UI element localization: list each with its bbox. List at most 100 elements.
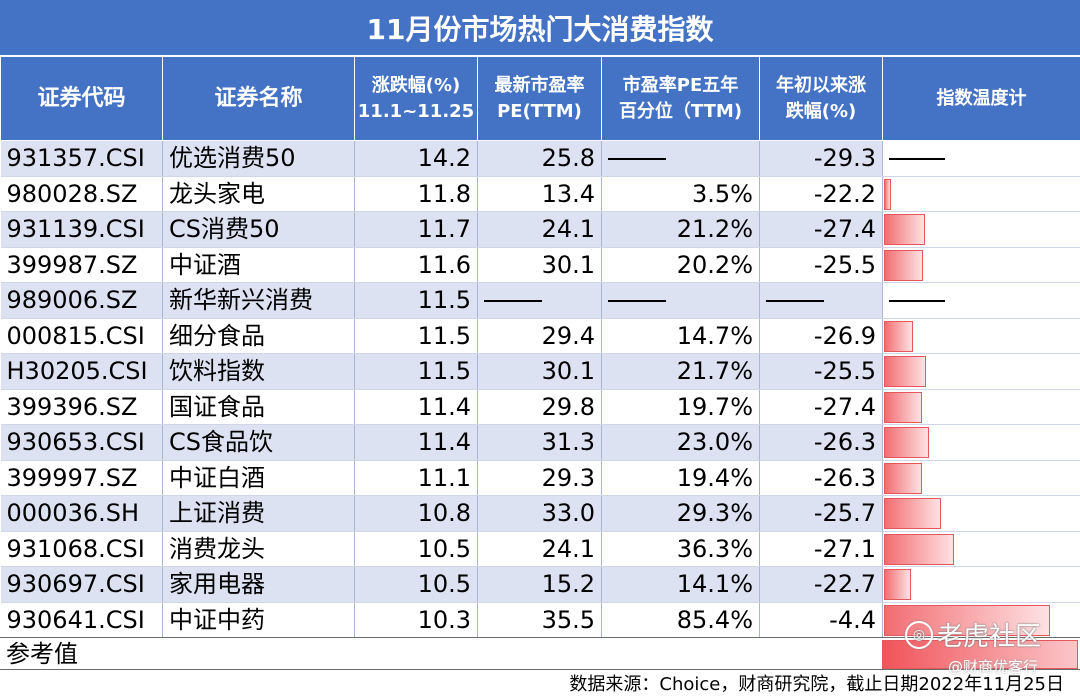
cell-ytd: -26.9 <box>759 318 883 354</box>
cell-ytd: -25.5 <box>759 353 883 390</box>
header-pe-percentile: 市盈率PE五年 百分位（TTM) <box>601 56 760 141</box>
cell-ytd: -22.7 <box>759 566 883 603</box>
dash-mark <box>484 300 542 303</box>
header-ytd-line2: 跌幅(%) <box>785 100 857 122</box>
cell-ytd: -25.7 <box>759 495 883 532</box>
temperature-bar <box>884 391 922 423</box>
temperature-bar <box>884 533 954 565</box>
cell-ytd: -26.3 <box>759 460 883 496</box>
header-change-line1: 涨跌幅(%) <box>371 74 461 96</box>
cell-pe: 24.1 <box>477 531 602 567</box>
reference-label: 参考值 <box>6 640 78 668</box>
header-pe-line1: 最新市盈率 <box>494 74 585 96</box>
table-row: 399997.SZ 中证白酒 11.1 29.3 19.4% -26.3 <box>0 460 1080 496</box>
cell-temperature <box>882 602 1080 638</box>
cell-temperature <box>882 424 1080 461</box>
page-title: 11月份市场热门大消费指数 <box>0 0 1080 56</box>
cell-code: 399396.SZ <box>0 389 163 425</box>
table-row: 930697.CSI 家用电器 10.5 15.2 14.1% -22.7 <box>0 566 1080 603</box>
temperature-bar <box>884 498 941 529</box>
cell-temperature <box>882 495 1080 532</box>
cell-change: 11.5 <box>354 353 478 390</box>
cell-pe-percentile: 20.2% <box>601 247 760 283</box>
cell-name: 饮料指数 <box>162 353 355 390</box>
cell-ytd: -26.3 <box>759 424 883 461</box>
cell-temperature <box>882 389 1080 425</box>
cell-temperature <box>882 140 1080 177</box>
header-temperature: 指数温度计 <box>882 56 1080 141</box>
cell-name: 优选消费50 <box>162 140 355 177</box>
temperature-dash <box>889 300 945 302</box>
cell-code: 931068.CSI <box>0 531 163 567</box>
header-pe-line2: PE(TTM) <box>497 100 582 122</box>
temperature-bar <box>884 462 922 494</box>
cell-temperature <box>882 318 1080 354</box>
table-row: 931068.CSI 消费龙头 10.5 24.1 36.3% -27.1 <box>0 531 1080 567</box>
cell-pe: 30.1 <box>477 353 602 390</box>
cell-temperature <box>882 247 1080 283</box>
temperature-bar <box>884 569 911 600</box>
cell-code: 000036.SH <box>0 495 163 532</box>
cell-pe: 29.3 <box>477 460 602 496</box>
cell-pe: 15.2 <box>477 566 602 603</box>
table-row: 000036.SH 上证消费 10.8 33.0 29.3% -25.7 <box>0 495 1080 532</box>
cell-pe-percentile: 29.3% <box>601 495 760 532</box>
cell-code: 980028.SZ <box>0 176 163 212</box>
cell-temperature <box>882 531 1080 567</box>
cell-pe-percentile: 3.5% <box>601 176 760 212</box>
cell-name: CS消费50 <box>162 211 355 248</box>
temperature-bar <box>884 427 929 458</box>
cell-pe: 31.3 <box>477 424 602 461</box>
cell-pe-percentile: 21.7% <box>601 353 760 390</box>
dash-mark <box>766 300 824 303</box>
cell-pe-percentile: 36.3% <box>601 531 760 567</box>
cell-change: 11.4 <box>354 389 478 425</box>
cell-name: 上证消费 <box>162 495 355 532</box>
temperature-bar <box>884 320 913 352</box>
cell-change: 11.5 <box>354 282 478 319</box>
table-row: 931357.CSI 优选消费50 14.2 25.8 -29.3 <box>0 140 1080 177</box>
cell-name: 中证中药 <box>162 602 355 638</box>
index-table: 证券代码 证券名称 涨跌幅(%) 11.1~11.25 最新市盈率 PE(TTM… <box>0 56 1080 638</box>
cell-name: 消费龙头 <box>162 531 355 567</box>
cell-pe-percentile: 14.7% <box>601 318 760 354</box>
cell-pe-percentile <box>601 282 760 319</box>
header-ytd-line1: 年初以来涨 <box>776 74 866 96</box>
cell-name: 中证白酒 <box>162 460 355 496</box>
cell-change: 10.3 <box>354 602 478 638</box>
watermark-text: 老虎社区 <box>937 622 1042 652</box>
table-row: 931139.CSI CS消费50 11.7 24.1 21.2% -27.4 <box>0 211 1080 248</box>
table-row: H30205.CSI 饮料指数 11.5 30.1 21.7% -25.5 <box>0 353 1080 390</box>
header-change-line2: 11.1~11.25 <box>357 100 475 122</box>
cell-pe: 35.5 <box>477 602 602 638</box>
temperature-bar <box>884 214 925 245</box>
cell-name: 新华新兴消费 <box>162 282 355 319</box>
watermark: ◎ 老虎社区 <box>905 616 1041 653</box>
table-row: 399396.SZ 国证食品 11.4 29.8 19.7% -27.4 <box>0 389 1080 425</box>
cell-temperature <box>882 282 1080 319</box>
table-row: 980028.SZ 龙头家电 11.8 13.4 3.5% -22.2 <box>0 176 1080 212</box>
cell-pe: 25.8 <box>477 140 602 177</box>
dash-mark <box>608 158 666 161</box>
cell-pe-percentile: 85.4% <box>601 602 760 638</box>
cell-code: 931357.CSI <box>0 140 163 177</box>
header-pe-percentile-line2: 百分位（TTM) <box>618 100 743 122</box>
cell-temperature <box>882 566 1080 603</box>
header-code: 证券代码 <box>0 56 163 141</box>
cell-change: 11.7 <box>354 211 478 248</box>
cell-code: H30205.CSI <box>0 353 163 390</box>
cell-name: 家用电器 <box>162 566 355 603</box>
temperature-dash <box>889 158 945 160</box>
cell-name: 国证食品 <box>162 389 355 425</box>
cell-pe: 30.1 <box>477 247 602 283</box>
cell-temperature <box>882 460 1080 496</box>
header-change: 涨跌幅(%) 11.1~11.25 <box>354 56 478 141</box>
cell-name: 中证酒 <box>162 247 355 283</box>
table-row: 989006.SZ 新华新兴消费 11.5 <box>0 282 1080 319</box>
cell-ytd: -27.4 <box>759 389 883 425</box>
cell-pe: 13.4 <box>477 176 602 212</box>
cell-code: 930653.CSI <box>0 424 163 461</box>
temperature-bar <box>884 178 891 210</box>
header-pe-percentile-line1: 市盈率PE五年 <box>622 74 739 96</box>
cell-ytd: -27.4 <box>759 211 883 248</box>
